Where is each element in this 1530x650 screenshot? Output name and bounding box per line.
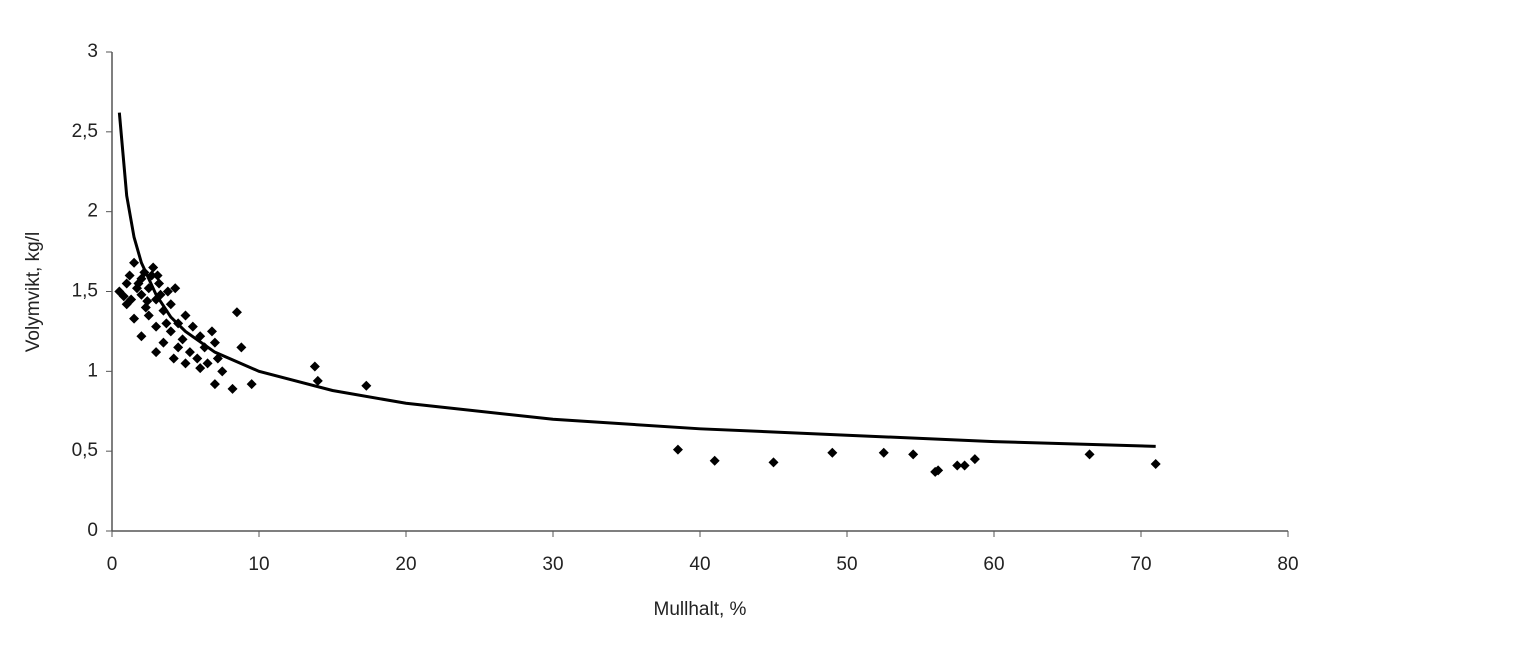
scatter-point bbox=[143, 310, 154, 321]
scatter-point bbox=[672, 444, 683, 455]
scatter-point bbox=[121, 278, 132, 289]
x-tick-label: 50 bbox=[836, 554, 857, 575]
scatter-point bbox=[129, 313, 140, 324]
x-tick-label: 30 bbox=[542, 554, 563, 575]
scatter-point bbox=[136, 331, 147, 342]
scatter-point bbox=[969, 454, 980, 465]
y-tick-label: 1 bbox=[87, 360, 98, 381]
x-tick-label: 40 bbox=[689, 554, 710, 575]
x-tick-label: 10 bbox=[248, 554, 269, 575]
scatter-point bbox=[136, 273, 147, 284]
scatter-point bbox=[165, 326, 176, 337]
scatter-point bbox=[908, 449, 919, 460]
scatter-point bbox=[136, 289, 147, 300]
scatter-point bbox=[827, 447, 838, 458]
y-tick-label: 2,5 bbox=[72, 121, 98, 142]
scatter-point bbox=[126, 294, 137, 305]
scatter-point bbox=[187, 321, 198, 332]
scatter-point bbox=[180, 358, 191, 369]
scatter-point bbox=[118, 291, 129, 302]
scatter-point bbox=[202, 358, 213, 369]
x-tick-label: 0 bbox=[107, 554, 118, 575]
scatter-point bbox=[131, 283, 142, 294]
scatter-point bbox=[177, 334, 188, 345]
scatter-point bbox=[959, 460, 970, 471]
scatter-point bbox=[227, 383, 238, 394]
scatter-point bbox=[154, 278, 165, 289]
scatter-point bbox=[209, 337, 220, 348]
scatter-point bbox=[168, 353, 179, 364]
scatter-point bbox=[952, 460, 963, 471]
scatter-point bbox=[124, 270, 135, 281]
scatter-point bbox=[309, 361, 320, 372]
scatter-point bbox=[162, 286, 173, 297]
x-tick-label: 20 bbox=[395, 554, 416, 575]
scatter-point bbox=[933, 465, 944, 476]
scatter-point bbox=[768, 457, 779, 468]
scatter-point bbox=[312, 375, 323, 386]
scatter-point bbox=[180, 310, 191, 321]
scatter-point bbox=[195, 363, 206, 374]
scatter-point bbox=[361, 380, 372, 391]
x-tick-label: 60 bbox=[983, 554, 1004, 575]
scatter-point bbox=[165, 299, 176, 310]
scatter-point bbox=[1084, 449, 1095, 460]
scatter-point bbox=[158, 337, 169, 348]
scatter-point bbox=[161, 318, 172, 329]
scatter-point bbox=[206, 326, 217, 337]
y-tick-label: 1,5 bbox=[72, 281, 98, 302]
scatter-point bbox=[152, 270, 163, 281]
scatter-point bbox=[173, 342, 184, 353]
y-tick-label: 2 bbox=[87, 201, 98, 222]
scatter-point bbox=[878, 447, 889, 458]
scatter-point bbox=[209, 379, 220, 390]
scatter-point bbox=[231, 307, 242, 318]
scatter-point bbox=[236, 342, 247, 353]
scatter-point bbox=[129, 257, 140, 268]
scatter-point bbox=[192, 353, 203, 364]
scatter-point bbox=[184, 347, 195, 358]
scatter-point bbox=[151, 321, 162, 332]
scatter-point bbox=[709, 455, 720, 466]
y-tick-label: 3 bbox=[87, 41, 98, 62]
scatter-point bbox=[246, 379, 257, 390]
x-axis-label: Mullhalt, % bbox=[654, 599, 747, 620]
x-tick-label: 80 bbox=[1277, 554, 1298, 575]
y-tick-label: 0,5 bbox=[72, 440, 98, 461]
scatter-point bbox=[142, 296, 153, 307]
scatter-point bbox=[1150, 458, 1161, 469]
y-tick-label: 0 bbox=[87, 520, 98, 541]
scatter-point bbox=[151, 347, 162, 358]
trend-line bbox=[117, 112, 1156, 448]
y-axis-label: Volymvikt, kg/l bbox=[23, 232, 44, 352]
scatter-point bbox=[170, 283, 181, 294]
scatter-point bbox=[148, 262, 159, 273]
x-tick-label: 70 bbox=[1130, 554, 1151, 575]
scatter-point bbox=[217, 366, 228, 377]
